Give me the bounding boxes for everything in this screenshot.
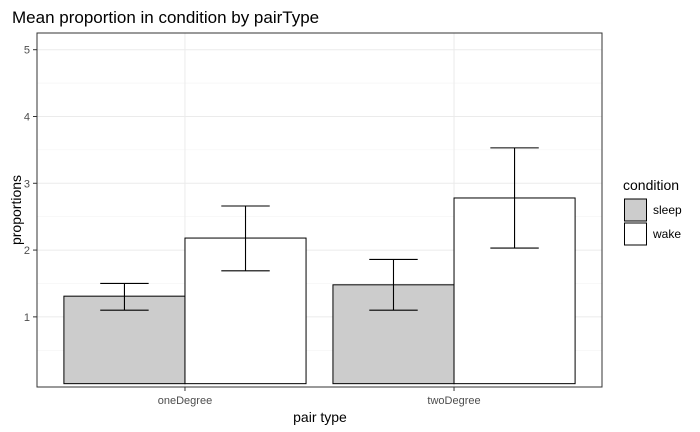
y-tick-label: 5 — [24, 45, 30, 57]
legend-label-sleep: sleep — [653, 203, 682, 217]
y-tick-label: 1 — [24, 312, 30, 324]
chart-title: Mean proportion in condition by pairType — [12, 8, 319, 27]
legend-title: condition — [623, 177, 679, 193]
bar-sleep-oneDegree — [63, 295, 186, 385]
legend-key-wake — [624, 222, 647, 246]
y-axis-title: proportions — [8, 175, 24, 245]
bars — [63, 197, 576, 385]
legend-key-sleep — [624, 198, 647, 222]
y-tick-label: 2 — [24, 245, 30, 257]
x-axis-title: pair type — [293, 409, 347, 425]
error-bars — [100, 147, 539, 311]
x-axis: oneDegree twoDegree — [158, 387, 481, 407]
x-tick-label: oneDegree — [158, 395, 212, 407]
y-tick-label: 3 — [24, 178, 30, 190]
plot-panel-border — [36, 32, 603, 388]
legend-label-wake: wake — [652, 227, 681, 241]
legend: condition sleep wake — [623, 177, 682, 246]
y-tick-label: 4 — [24, 111, 30, 123]
y-axis: 1 2 3 4 5 — [24, 45, 37, 324]
x-tick-label: twoDegree — [427, 395, 480, 407]
